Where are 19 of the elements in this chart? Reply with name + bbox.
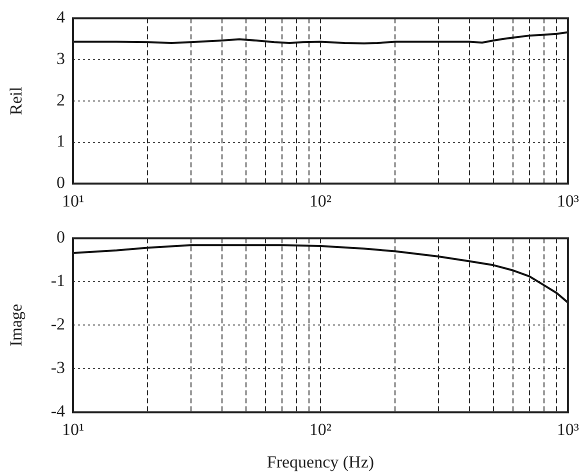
y-tick-label: -3 <box>50 358 65 378</box>
y-axis-title: Reil <box>6 86 26 116</box>
y-tick-label: 0 <box>56 228 65 247</box>
y-tick-label: 4 <box>56 8 66 27</box>
x-tick-label: 10³ <box>556 191 580 210</box>
y-tick-label: -4 <box>50 402 66 421</box>
x-tick-label: 10¹ <box>62 420 84 439</box>
y-tick-label: 3 <box>56 49 65 68</box>
y-tick-label: -1 <box>50 271 65 290</box>
x-axis-title: Frequency (Hz) <box>266 452 374 472</box>
y-tick-label: 0 <box>56 173 65 192</box>
y-tick-label: -2 <box>50 314 65 334</box>
x-tick-label: 10² <box>309 420 332 439</box>
x-tick-label: 10² <box>309 191 332 210</box>
x-tick-label: 10³ <box>556 420 580 439</box>
y-tick-label: 2 <box>56 90 65 110</box>
x-tick-label: 10¹ <box>62 191 84 210</box>
y-axis-title: Image <box>6 304 26 346</box>
y-tick-label: 1 <box>56 132 65 151</box>
